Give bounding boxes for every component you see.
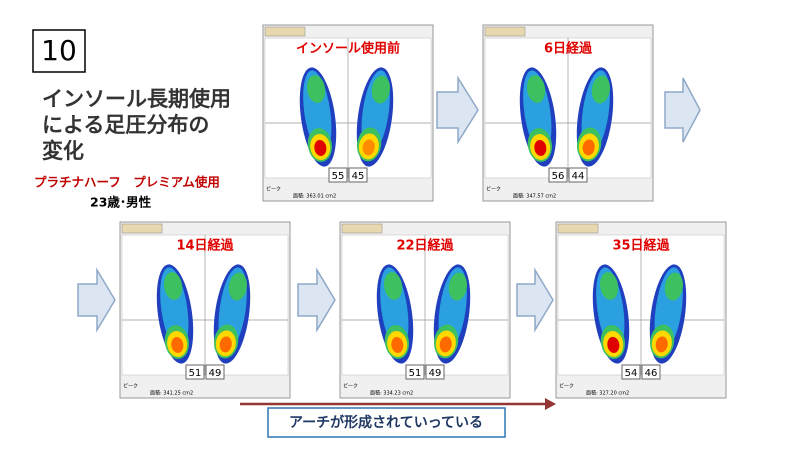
foot [356, 67, 394, 167]
balance-right: 46 [645, 368, 658, 379]
foot [519, 67, 557, 167]
foot [299, 67, 337, 167]
area-text: 面積: 327.20 cm2 [586, 390, 629, 397]
foot [213, 264, 251, 364]
balance-box [348, 167, 368, 183]
balance-box [185, 364, 205, 380]
foot-zone [163, 272, 183, 300]
balance-left: 55 [332, 171, 345, 182]
foot-zone [534, 140, 547, 156]
foot-zone [448, 272, 468, 301]
foot-zone [219, 336, 232, 353]
number-box [32, 29, 86, 73]
panel-label: 6日経過 [544, 41, 593, 57]
balance-left: 51 [189, 368, 202, 379]
subject: 23歳･男性 [90, 195, 152, 210]
balance-box [621, 364, 641, 380]
balance-left: 54 [625, 368, 638, 379]
balance-right: 49 [209, 368, 222, 379]
balance-box [205, 364, 225, 380]
toolbar [121, 223, 163, 234]
caption-box [267, 407, 506, 438]
foot-zone [306, 75, 326, 103]
balance-right: 44 [572, 171, 585, 182]
foot-zone [607, 337, 620, 353]
balance-left: 56 [552, 171, 565, 182]
balance-box [328, 167, 348, 183]
title-line: による足圧分布の [42, 113, 209, 137]
foot-zone [664, 272, 684, 301]
balance-box [405, 364, 425, 380]
panel-label: 14日経過 [176, 238, 234, 254]
status-label: ピーク [486, 187, 501, 193]
status-label: ピーク [559, 384, 574, 390]
foot-zone [371, 75, 391, 104]
foot-zone [599, 272, 619, 300]
title-line: インソール長期使用 [42, 87, 231, 111]
balance-box [425, 364, 445, 380]
status-label: ピーク [123, 384, 138, 390]
foot-zone [391, 337, 404, 353]
foot-zone [171, 337, 184, 353]
caption: アーチが形成されていっている [289, 414, 483, 431]
balance-box [548, 167, 568, 183]
balance-box [641, 364, 661, 380]
toolbar [341, 223, 383, 234]
foot-zone [314, 140, 327, 156]
arrows [77, 75, 701, 333]
balance-left: 51 [409, 368, 422, 379]
foot [576, 67, 614, 167]
balance-right: 49 [429, 368, 442, 379]
panel-label: インソール使用前 [296, 41, 400, 57]
foot-zone [526, 75, 546, 103]
foot-zone [655, 336, 668, 353]
balance-right: 45 [352, 171, 365, 182]
foot-zone [383, 272, 403, 300]
panel-label: 22日経過 [396, 238, 454, 254]
product: プラチナハーフ プレミアム使用 [34, 175, 220, 190]
foot-zone [228, 272, 248, 301]
area-text: 面積: 363.01 cm2 [293, 193, 336, 200]
status-label: ピーク [343, 384, 358, 390]
area-text: 面積: 341.25 cm2 [150, 390, 193, 397]
foot [592, 264, 630, 364]
foot [376, 264, 414, 364]
status-label: ピーク [266, 187, 281, 193]
foot-zone [591, 75, 611, 104]
title-line: 変化 [42, 139, 84, 163]
foot-zone [439, 336, 452, 353]
panel-label: 35日経過 [612, 238, 670, 254]
foot-zone [362, 139, 375, 156]
foot-zone [582, 139, 595, 156]
toolbar [484, 26, 526, 37]
area-text: 面積: 347.57 cm2 [513, 193, 556, 200]
foot [649, 264, 687, 364]
slide-number: 10 [41, 34, 77, 67]
foot [433, 264, 471, 364]
area-text: 面積: 334.23 cm2 [370, 390, 413, 397]
progress-head [545, 398, 556, 410]
toolbar [557, 223, 599, 234]
balance-box [568, 167, 588, 183]
foot [156, 264, 194, 364]
toolbar [264, 26, 306, 37]
